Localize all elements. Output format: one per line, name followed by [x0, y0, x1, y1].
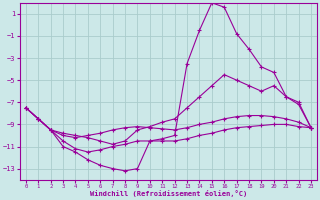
X-axis label: Windchill (Refroidissement éolien,°C): Windchill (Refroidissement éolien,°C): [90, 190, 247, 197]
